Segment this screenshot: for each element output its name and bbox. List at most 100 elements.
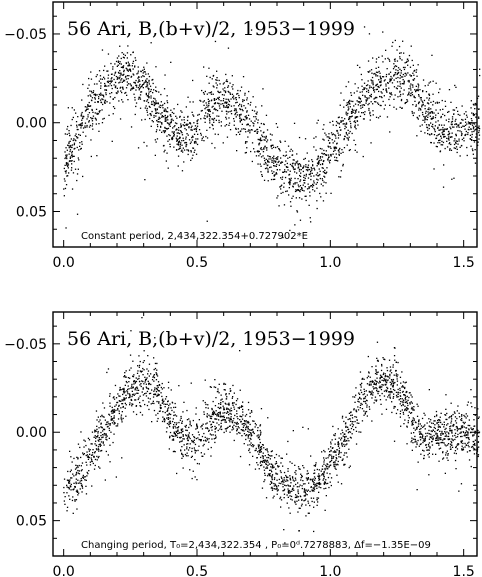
data-point (299, 484, 301, 486)
data-point (414, 429, 416, 431)
data-point (262, 88, 264, 90)
data-point (345, 416, 347, 418)
data-point (236, 398, 239, 400)
data-point (359, 383, 361, 386)
data-point (110, 418, 112, 420)
data-point (364, 95, 366, 97)
data-point (395, 87, 398, 89)
data-point (256, 113, 258, 115)
data-point (328, 136, 330, 138)
data-point (294, 182, 296, 184)
data-point (264, 455, 266, 457)
data-point (397, 393, 399, 395)
data-point (241, 405, 244, 408)
data-point (434, 130, 436, 133)
data-point (444, 431, 446, 433)
data-point (373, 388, 375, 390)
data-point (302, 483, 305, 485)
data-point (369, 119, 371, 121)
data-point (129, 402, 131, 404)
data-point (257, 151, 259, 153)
data-point (273, 146, 275, 148)
data-point (103, 69, 105, 72)
data-point (253, 130, 256, 132)
data-point (90, 139, 92, 141)
data-point (145, 392, 147, 394)
data-point (339, 134, 341, 136)
data-point (345, 111, 347, 113)
data-point (352, 100, 354, 103)
data-point (313, 476, 316, 478)
data-point (166, 414, 168, 416)
data-point (142, 361, 144, 364)
data-point (361, 91, 363, 93)
data-point (417, 405, 419, 407)
data-point (322, 479, 324, 481)
data-point (305, 515, 307, 517)
data-point (250, 101, 252, 104)
data-point (261, 460, 263, 463)
data-point (373, 73, 375, 75)
data-point (399, 77, 401, 79)
data-point (413, 70, 415, 72)
data-point (444, 105, 447, 107)
data-point (390, 383, 393, 385)
data-point (428, 103, 430, 105)
data-point (461, 133, 463, 135)
data-point (236, 114, 238, 116)
data-point (337, 160, 339, 162)
data-point (98, 450, 100, 452)
data-point (214, 107, 216, 110)
data-point (169, 417, 171, 419)
data-point (224, 428, 227, 430)
data-point (300, 165, 302, 167)
data-point (120, 66, 123, 68)
data-point (138, 76, 140, 78)
data-point (70, 144, 72, 147)
data-point (157, 121, 159, 123)
data-point (248, 129, 250, 131)
data-point (275, 462, 278, 464)
data-point (108, 85, 110, 87)
data-point (460, 134, 463, 137)
data-point (238, 115, 241, 117)
data-point (384, 79, 386, 81)
data-point (348, 102, 351, 104)
data-point (406, 408, 408, 410)
data-point (396, 380, 399, 382)
data-point (203, 66, 205, 68)
data-point (130, 54, 132, 56)
data-point (247, 114, 250, 116)
data-point (226, 417, 228, 419)
data-point (205, 407, 207, 409)
data-point (465, 444, 467, 446)
data-point (240, 406, 242, 408)
data-point (85, 444, 87, 447)
data-point (163, 403, 165, 405)
data-point (277, 485, 280, 487)
data-point (410, 89, 412, 91)
data-point (187, 123, 189, 125)
data-point (130, 75, 133, 78)
data-point (385, 399, 387, 401)
data-point (369, 408, 371, 410)
data-point (312, 497, 315, 499)
data-point (155, 86, 157, 88)
data-point (428, 113, 430, 115)
data-point (318, 473, 320, 475)
data-point (451, 446, 454, 448)
data-point (456, 148, 458, 150)
data-point (419, 439, 422, 441)
data-point (160, 337, 162, 339)
data-point (100, 85, 102, 87)
data-point (224, 91, 227, 94)
data-point (370, 79, 372, 81)
data-point (322, 138, 324, 140)
data-point (412, 64, 414, 66)
data-point (139, 370, 141, 372)
data-point (291, 488, 293, 491)
data-point (118, 395, 120, 397)
data-point (448, 136, 450, 138)
data-point (455, 426, 457, 428)
data-point (243, 443, 245, 445)
